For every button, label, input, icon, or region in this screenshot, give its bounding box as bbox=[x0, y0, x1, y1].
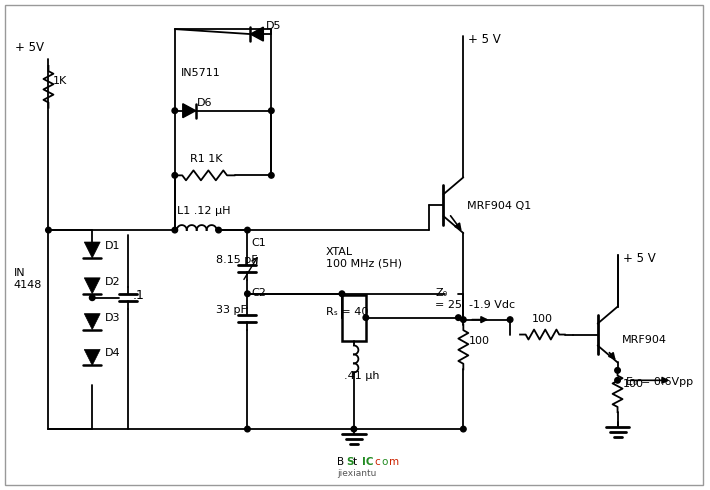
Text: 1K: 1K bbox=[53, 76, 67, 86]
Text: c: c bbox=[375, 457, 381, 467]
Text: D2: D2 bbox=[105, 277, 121, 287]
Text: E₀ = 0.6Vpp: E₀ = 0.6Vpp bbox=[626, 377, 693, 387]
Circle shape bbox=[339, 291, 345, 296]
Circle shape bbox=[615, 377, 621, 383]
Circle shape bbox=[351, 426, 356, 432]
Polygon shape bbox=[84, 314, 100, 330]
Text: Rₛ = 40: Rₛ = 40 bbox=[326, 307, 368, 317]
Circle shape bbox=[245, 426, 250, 432]
Text: IN
4148: IN 4148 bbox=[13, 268, 42, 290]
Circle shape bbox=[268, 172, 274, 178]
Polygon shape bbox=[251, 27, 263, 41]
Polygon shape bbox=[84, 349, 100, 366]
Text: jiexiantu: jiexiantu bbox=[337, 469, 376, 478]
Circle shape bbox=[245, 227, 250, 233]
Circle shape bbox=[508, 317, 513, 322]
Text: C2: C2 bbox=[251, 288, 266, 298]
Text: MRF904 Q1: MRF904 Q1 bbox=[467, 201, 532, 211]
Text: D1: D1 bbox=[105, 241, 121, 251]
Circle shape bbox=[45, 227, 51, 233]
Circle shape bbox=[615, 368, 621, 373]
Text: IN5711: IN5711 bbox=[181, 68, 221, 78]
Text: m: m bbox=[388, 457, 399, 467]
Text: t: t bbox=[353, 457, 357, 467]
Text: B: B bbox=[337, 457, 344, 467]
Text: + 5 V: + 5 V bbox=[623, 252, 655, 265]
Polygon shape bbox=[84, 278, 100, 294]
Circle shape bbox=[172, 172, 178, 178]
Circle shape bbox=[172, 108, 178, 114]
Polygon shape bbox=[182, 104, 196, 118]
Text: D5: D5 bbox=[266, 21, 282, 31]
Text: MRF904: MRF904 bbox=[621, 335, 667, 344]
Text: D4: D4 bbox=[105, 348, 121, 358]
Text: 8.15 pF: 8.15 pF bbox=[216, 255, 257, 265]
Text: 33 pF: 33 pF bbox=[216, 305, 246, 315]
Text: R1 1K: R1 1K bbox=[190, 154, 222, 165]
Circle shape bbox=[216, 227, 222, 233]
Text: IC: IC bbox=[362, 457, 373, 467]
Text: .41 μh: .41 μh bbox=[344, 371, 379, 381]
Circle shape bbox=[245, 291, 250, 296]
Text: Z₀
= 25: Z₀ = 25 bbox=[435, 288, 462, 310]
Text: o: o bbox=[382, 457, 388, 467]
Circle shape bbox=[268, 108, 274, 114]
Polygon shape bbox=[84, 242, 100, 258]
Text: D3: D3 bbox=[105, 313, 121, 322]
Circle shape bbox=[461, 317, 466, 322]
Text: + 5 V: + 5 V bbox=[469, 33, 501, 46]
Text: S: S bbox=[346, 457, 354, 467]
Circle shape bbox=[172, 227, 178, 233]
Text: XTAL
100 MHz (5H): XTAL 100 MHz (5H) bbox=[326, 247, 402, 269]
Circle shape bbox=[456, 315, 462, 320]
Text: -1.9 Vdc: -1.9 Vdc bbox=[469, 300, 515, 310]
Text: .1: .1 bbox=[133, 289, 145, 302]
Text: C1: C1 bbox=[251, 238, 266, 248]
Text: 100: 100 bbox=[532, 314, 553, 323]
Text: 100: 100 bbox=[623, 379, 643, 389]
Circle shape bbox=[89, 295, 95, 300]
Text: L1 .12 μH: L1 .12 μH bbox=[177, 206, 230, 216]
Text: D6: D6 bbox=[197, 98, 212, 108]
Circle shape bbox=[461, 426, 466, 432]
Circle shape bbox=[363, 315, 368, 320]
Bar bbox=[342, 295, 366, 341]
Text: + 5V: + 5V bbox=[15, 41, 43, 54]
Text: 100: 100 bbox=[469, 337, 491, 346]
